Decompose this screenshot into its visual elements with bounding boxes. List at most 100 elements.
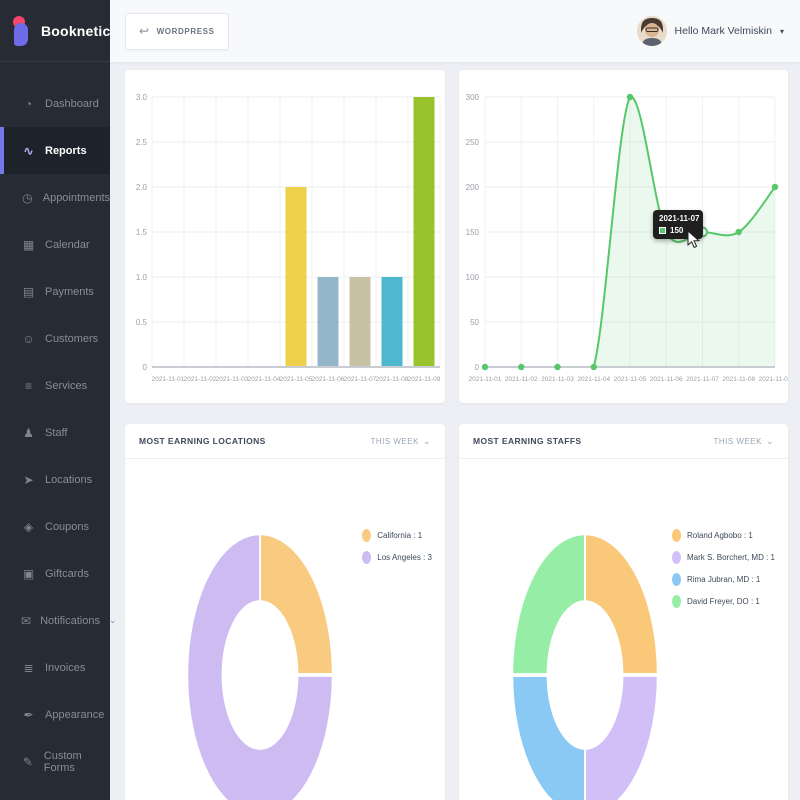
data-point-2021-11-02[interactable] — [518, 363, 525, 371]
legend-item[interactable]: Rima Jubran, MD : 1 — [671, 573, 775, 586]
mouse-cursor-icon — [687, 230, 701, 249]
sidebar-item-appearance[interactable]: ✒ Appearance — [0, 691, 110, 738]
sidebar-item-giftcards[interactable]: ▣ Giftcards — [0, 550, 110, 597]
data-point-2021-11-03[interactable] — [554, 363, 561, 371]
donut-slice-1[interactable] — [584, 531, 659, 677]
x-tick-label: 2021-11-07 — [686, 376, 719, 383]
sidebar-item-label: Dashboard — [45, 97, 99, 110]
donut-slice-2[interactable] — [584, 673, 659, 800]
sidebar-item-label: Notifications — [40, 614, 100, 627]
most-earning-staffs-panel: MOST EARNING STAFFS THIS WEEK ⌄ Roland A… — [459, 424, 788, 800]
sidebar-item-customers[interactable]: ☺ Customers — [0, 315, 110, 362]
donut-slice-1[interactable] — [259, 531, 334, 677]
bar-2021-11-05[interactable] — [285, 187, 307, 367]
sidebar-item-label: Giftcards — [45, 567, 90, 580]
data-point-2021-11-04[interactable] — [590, 363, 597, 371]
legend-item[interactable]: Los Angeles : 3 — [362, 551, 432, 564]
staffs-donut-chart[interactable] — [510, 529, 660, 800]
booknetic-logo[interactable]: Booknetic — [0, 0, 110, 62]
invoices-icon: ≣ — [23, 660, 34, 675]
sidebar-item-payments[interactable]: ▤ Payments — [0, 268, 110, 315]
booknetic-logo-icon — [13, 15, 33, 46]
locations-donut-chart[interactable] — [185, 529, 335, 800]
chevron-down-icon: ▾ — [779, 26, 784, 36]
sidebar-item-custom-forms[interactable]: ✎ Custom Forms — [0, 738, 110, 785]
sidebar-item-locations[interactable]: ➤ Locations — [0, 456, 110, 503]
y-tick-label: 200 — [466, 183, 480, 192]
sidebar-item-label: Appointments — [42, 191, 110, 204]
back-arrow-icon: ↩ — [139, 24, 150, 38]
sidebar-item-notifications[interactable]: ✉ Notifications ⌄ — [0, 597, 117, 644]
period-dropdown[interactable]: THIS WEEK ⌄ — [370, 436, 431, 447]
payments-icon: ▤ — [22, 284, 35, 299]
panel-title: MOST EARNING STAFFS — [473, 436, 582, 446]
x-tick-label: 2021-11-08 — [722, 376, 755, 383]
legend-label: Los Angeles : 3 — [377, 553, 432, 562]
legend-item[interactable]: California : 1 — [362, 529, 432, 542]
legend-swatch-icon — [362, 529, 372, 542]
avatar — [636, 16, 667, 46]
sidebar-item-label: Coupons — [45, 520, 90, 533]
staffs-legend: Roland Agbobo : 1 Mark S. Borchert, MD : … — [671, 529, 775, 617]
sidebar-item-label: Customers — [45, 332, 99, 345]
chevron-down-icon: ⌄ — [765, 435, 774, 446]
legend-swatch-icon — [362, 551, 372, 564]
bar-2021-11-08[interactable] — [381, 277, 403, 367]
wordpress-button[interactable]: ↩ WORDPRESS — [125, 12, 229, 50]
tooltip-date: 2021-11-07 — [659, 214, 700, 223]
sidebar-item-calendar[interactable]: ▦ Calendar — [0, 221, 110, 268]
donut-slice-3[interactable] — [511, 673, 586, 800]
data-point-2021-11-08[interactable] — [735, 228, 742, 236]
main-content: 0 0.5 1.0 1.5 2.0 2.5 3.0 2021-11-01 2021-11-02 2… — [110, 62, 800, 800]
appearance-icon: ✒ — [23, 707, 34, 722]
legend-item[interactable]: Mark S. Borchert, MD : 1 — [671, 551, 775, 564]
legend-label: California : 1 — [377, 531, 423, 540]
y-tick-label: 2.5 — [136, 138, 148, 147]
x-tick-label: 2021-11-09 — [759, 376, 788, 383]
appointments-bar-chart-panel: 0 0.5 1.0 1.5 2.0 2.5 3.0 2021-11-01 2021-11-02 2… — [125, 70, 445, 403]
bar-2021-11-07[interactable] — [349, 277, 371, 367]
sidebar-item-coupons[interactable]: ◈ Coupons — [0, 503, 110, 550]
y-tick-label: 1.5 — [136, 228, 148, 237]
data-point-2021-11-05[interactable] — [626, 93, 634, 101]
bar-2021-11-09[interactable] — [413, 97, 435, 367]
sidebar-item-reports[interactable]: ∿ Reports — [0, 127, 110, 174]
x-tick-label: 2021-11-03 — [541, 376, 574, 383]
legend-item[interactable]: David Freyer, DO : 1 — [671, 595, 775, 608]
y-tick-label: 1.0 — [136, 273, 148, 282]
bar-2021-11-06[interactable] — [317, 277, 339, 367]
notifications-icon: ✉ — [21, 613, 32, 628]
sidebar-item-label: Services — [45, 379, 88, 392]
sidebar-item-appointments[interactable]: ◷ Appointments — [0, 174, 110, 221]
x-tick-label: 2021-11-02 — [505, 376, 538, 383]
topbar: ↩ WORDPRESS Hello Mark Velmiskin ▾ — [110, 0, 800, 62]
donut-slice-4[interactable] — [511, 531, 586, 677]
y-tick-label: 50 — [470, 318, 479, 327]
user-greeting: Hello Mark Velmiskin — [674, 25, 772, 37]
wordpress-button-label: WORDPRESS — [156, 26, 215, 36]
logo-text: Booknetic — [41, 22, 111, 39]
sidebar-item-staff[interactable]: ♟ Staff — [0, 409, 110, 456]
period-dropdown[interactable]: THIS WEEK ⌄ — [713, 436, 774, 447]
data-point-2021-11-01[interactable] — [481, 363, 489, 371]
donut-slice-2[interactable] — [186, 531, 334, 800]
legend-label: Mark S. Borchert, MD : 1 — [686, 553, 775, 562]
x-tick-label: 2021-11-06 — [312, 376, 345, 383]
x-tick-label: 2021-11-06 — [650, 376, 683, 383]
services-icon: ≡ — [24, 378, 32, 393]
sidebar-item-dashboard[interactable]: ◔ Dashboard — [0, 80, 110, 127]
tooltip-value: 150 — [670, 226, 684, 235]
sidebar-item-invoices[interactable]: ≣ Invoices — [0, 644, 110, 691]
sidebar-item-services[interactable]: ≡ Services — [0, 362, 110, 409]
data-point-2021-11-09[interactable] — [771, 183, 779, 191]
sidebar-item-label: Payments — [45, 285, 94, 298]
user-menu[interactable]: Hello Mark Velmiskin ▾ — [636, 16, 784, 46]
x-tick-label: 2021-11-03 — [216, 376, 249, 383]
sidebar-item-label: Locations — [45, 473, 93, 486]
x-tick-label: 2021-11-08 — [376, 376, 409, 383]
legend-item[interactable]: Roland Agbobo : 1 — [671, 529, 775, 542]
sidebar-item-label: Calendar — [45, 238, 90, 251]
